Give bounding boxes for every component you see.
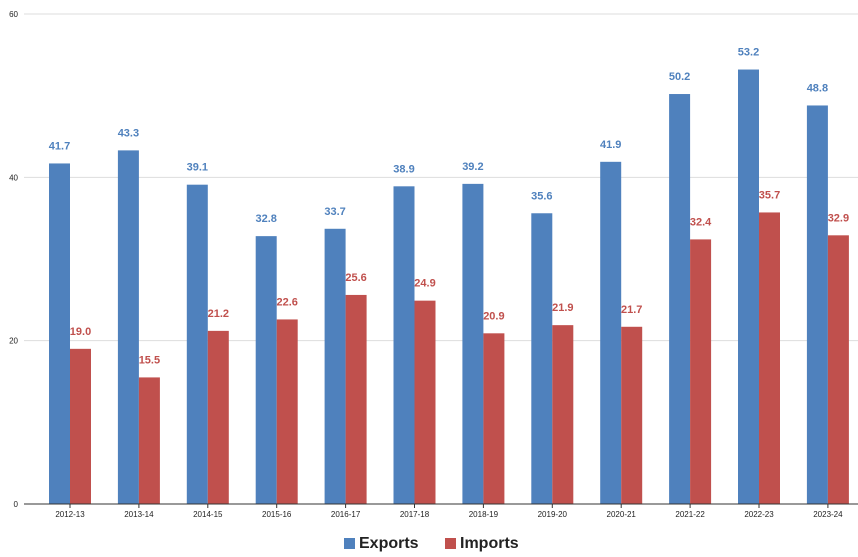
data-label-imports: 19.0 xyxy=(70,326,91,338)
legend-swatch-exports xyxy=(344,538,355,549)
bar-imports-2020-21 xyxy=(621,326,643,504)
data-label-imports: 21.2 xyxy=(208,308,229,320)
data-label-exports: 48.8 xyxy=(807,82,828,94)
data-label-exports: 39.1 xyxy=(187,162,208,174)
data-label-exports: 53.2 xyxy=(738,47,759,59)
bar-imports-2022-23 xyxy=(759,212,780,504)
legend-swatch-imports xyxy=(445,538,456,549)
bar-exports-2019-20 xyxy=(531,213,553,504)
x-tick-label: 2017-18 xyxy=(400,510,430,519)
x-tick-label: 2012-13 xyxy=(55,510,85,519)
x-tick-label: 2014-15 xyxy=(193,510,223,519)
data-label-exports: 38.9 xyxy=(393,163,414,175)
data-label-exports: 43.3 xyxy=(118,127,139,139)
y-tick-label: 0 xyxy=(14,500,19,509)
data-label-imports: 32.4 xyxy=(690,216,712,228)
data-label-imports: 21.9 xyxy=(552,302,573,314)
y-tick-label: 40 xyxy=(9,173,18,182)
data-label-exports: 41.9 xyxy=(600,139,621,151)
gridlines xyxy=(24,13,858,342)
bar-exports-2022-23 xyxy=(738,69,759,505)
bars xyxy=(49,69,849,505)
data-label-imports: 22.6 xyxy=(276,296,297,308)
bar-imports-2016-17 xyxy=(345,294,367,504)
bar-exports-2018-19 xyxy=(462,183,484,504)
data-label-exports: 39.2 xyxy=(462,161,483,173)
bar-exports-2023-24 xyxy=(806,105,828,504)
bar-imports-2013-14 xyxy=(138,377,160,504)
bar-exports-2014-15 xyxy=(186,184,208,504)
bar-exports-2020-21 xyxy=(600,161,622,505)
x-tick-label: 2013-14 xyxy=(124,510,154,519)
data-label-imports: 25.6 xyxy=(345,272,366,284)
bar-imports-2015-16 xyxy=(276,319,298,504)
bar-exports-2013-14 xyxy=(117,150,139,504)
x-tick-label: 2018-19 xyxy=(469,510,499,519)
bar-exports-2021-22 xyxy=(669,94,691,505)
y-tick-label: 20 xyxy=(9,337,18,346)
data-label-imports: 21.7 xyxy=(621,304,642,316)
data-label-imports: 15.5 xyxy=(139,354,160,366)
data-label-exports: 32.8 xyxy=(255,213,276,225)
bar-imports-2023-24 xyxy=(827,235,849,505)
data-label-exports: 35.6 xyxy=(531,190,552,202)
bar-imports-2017-18 xyxy=(414,300,436,504)
x-tick-label: 2023-24 xyxy=(813,510,843,519)
legend: Exports Imports xyxy=(344,535,519,552)
bar-imports-2021-22 xyxy=(690,239,712,504)
bar-exports-2012-13 xyxy=(49,163,70,504)
data-label-exports: 33.7 xyxy=(324,206,345,218)
bar-imports-2014-15 xyxy=(207,330,229,504)
x-tick-label: 2021-22 xyxy=(675,510,705,519)
bar-exports-2016-17 xyxy=(324,228,346,505)
data-label-imports: 35.7 xyxy=(759,189,780,201)
data-label-imports: 20.9 xyxy=(483,310,504,322)
bar-imports-2012-13 xyxy=(70,348,91,504)
axes: 0 20 40 60 2012-13 2013-14 2014-15 2015-16 2016-… xyxy=(9,10,858,519)
data-label-imports: 24.9 xyxy=(414,278,435,290)
data-label-exports: 50.2 xyxy=(669,71,690,83)
bar-imports-2018-19 xyxy=(483,333,505,504)
bar-exports-2017-18 xyxy=(393,186,415,505)
data-label-exports: 41.7 xyxy=(49,140,70,152)
x-tick-label: 2016-17 xyxy=(331,510,361,519)
bar-exports-2015-16 xyxy=(255,236,277,504)
x-tick-label: 2022-23 xyxy=(744,510,774,519)
bar-imports-2019-20 xyxy=(552,325,574,504)
x-tick-label: 2020-21 xyxy=(607,510,637,519)
x-tick-label: 2015-16 xyxy=(262,510,292,519)
legend-label-imports: Imports xyxy=(460,535,519,552)
data-labels: 41.7 19.0 43.3 15.5 39.1 21.2 32.8 22.6 33.7 25.6… xyxy=(49,47,849,367)
y-tick-label: 60 xyxy=(9,10,18,19)
x-tick-label: 2019-20 xyxy=(538,510,568,519)
data-label-imports: 32.9 xyxy=(828,212,849,224)
legend-label-exports: Exports xyxy=(359,535,419,552)
